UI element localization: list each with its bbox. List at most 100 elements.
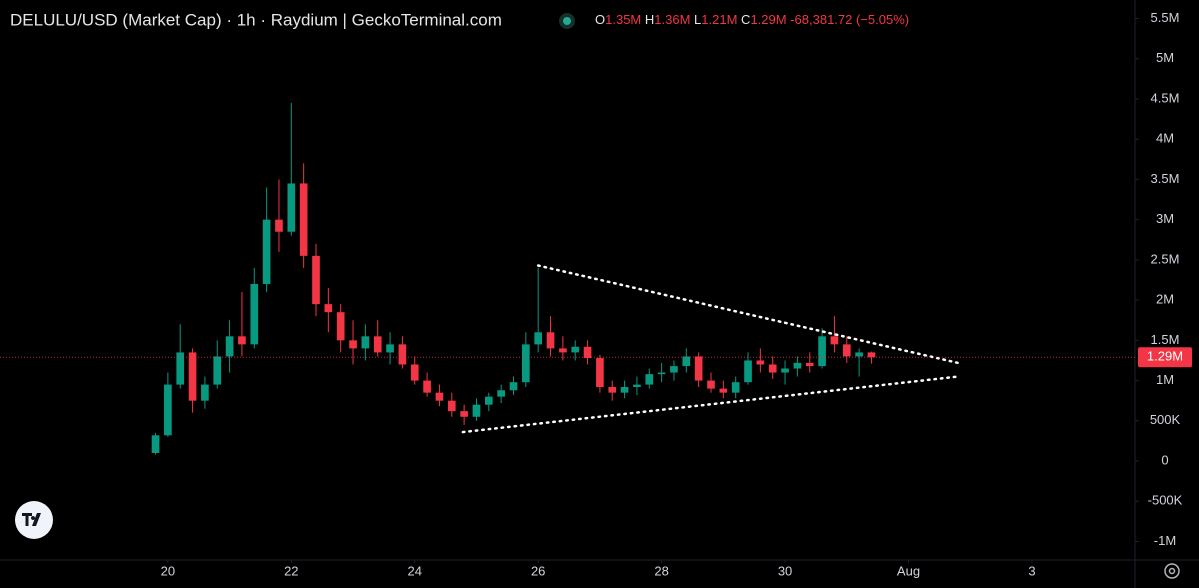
candle-body: [324, 304, 333, 313]
candle-body: [275, 219, 283, 232]
last-price-label: 1.29M: [1147, 349, 1183, 364]
y-tick-label: 5M: [1156, 50, 1174, 65]
y-tick-label: 2M: [1156, 292, 1174, 307]
x-tick-label: 22: [284, 563, 298, 578]
candle-body: [645, 374, 654, 385]
candle-body: [361, 336, 370, 349]
candle-body: [287, 183, 296, 232]
x-tick-label: 20: [161, 563, 175, 578]
x-tick-label: 24: [408, 563, 422, 578]
candle-body: [830, 336, 839, 345]
x-tick-label: Aug: [897, 563, 920, 578]
candle-body: [299, 183, 308, 256]
settings-button[interactable]: [1164, 563, 1180, 579]
y-tick-label: 0: [1161, 452, 1168, 467]
status-dot: [563, 17, 571, 25]
change: -68,381.72 (−5.05%): [790, 12, 909, 27]
y-tick-label: 4.5M: [1151, 90, 1180, 105]
candle-body: [608, 387, 617, 393]
candle-body: [633, 384, 641, 388]
candle-body: [731, 382, 740, 393]
candle-body: [250, 284, 259, 345]
legend-value: 1.36M: [654, 12, 690, 27]
candle-body: [818, 336, 826, 367]
candle-body: [781, 368, 789, 373]
candle-body: [435, 392, 444, 401]
candle-body: [151, 435, 160, 453]
candle-body: [805, 362, 814, 367]
y-tick-label: -500K: [1148, 493, 1183, 508]
candle-body: [497, 390, 505, 397]
candle-body: [534, 332, 543, 345]
last-price-tag: [1138, 347, 1192, 368]
candle-body: [373, 336, 382, 353]
logo-circle[interactable]: [15, 501, 53, 539]
logo-mark[interactable]: [22, 513, 41, 526]
plot-area: [151, 102, 960, 455]
candle-body: [423, 380, 431, 393]
candle-body: [213, 356, 222, 385]
x-tick-label: 26: [531, 563, 545, 578]
tv-logo[interactable]: [15, 501, 53, 539]
y-tick-label: 3.5M: [1151, 171, 1180, 186]
candle-body: [460, 411, 468, 417]
candle-body: [410, 364, 419, 381]
x-tick-label: 3: [1028, 563, 1035, 578]
candle-body: [559, 348, 567, 353]
candle-body: [768, 364, 777, 373]
y-tick-label: -1M: [1154, 533, 1176, 548]
candle-body: [386, 344, 394, 353]
trendline: [461, 375, 960, 434]
candle-body: [546, 332, 555, 349]
legend-value: 1.29M: [750, 12, 786, 27]
candle-body: [657, 372, 666, 375]
trendline: [536, 264, 960, 365]
legend-key: H: [645, 12, 654, 27]
x-tick-label: 30: [778, 563, 792, 578]
candle-body: [855, 352, 863, 357]
candle-body: [398, 344, 407, 365]
candle-body: [670, 366, 678, 373]
candle-body: [682, 356, 691, 367]
gear-center[interactable]: [1168, 567, 1176, 575]
candle-body: [571, 346, 580, 353]
candle-body: [336, 312, 345, 341]
candle-body: [312, 255, 320, 305]
candle-body: [201, 384, 209, 401]
candle-body: [472, 404, 481, 417]
candle-body: [349, 340, 357, 349]
candle-body: [756, 360, 765, 365]
candle-body: [596, 358, 604, 388]
candle-body: [522, 344, 530, 383]
candle-body: [225, 336, 234, 357]
chart-title: DELULU/USD (Market Cap) · 1h · Raydium |…: [10, 10, 502, 29]
legend-value: 1.35M: [605, 12, 641, 27]
y-tick-label: 4M: [1156, 131, 1174, 146]
candle-body: [447, 400, 456, 412]
legend-key: C: [741, 12, 750, 27]
y-tick-label: 1M: [1156, 372, 1174, 387]
y-tick-label: 500K: [1150, 412, 1181, 427]
candle-body: [262, 219, 271, 285]
candle-body: [744, 360, 752, 383]
legend-key: L: [694, 12, 701, 27]
y-tick-label: 3M: [1156, 211, 1174, 226]
y-tick-label: 2.5M: [1151, 251, 1180, 266]
candle-body: [188, 352, 197, 401]
candle-body: [176, 352, 185, 385]
candle-body: [793, 362, 802, 369]
gear[interactable]: [1164, 563, 1180, 579]
candle-body: [164, 384, 172, 436]
candle-body: [867, 352, 876, 358]
y-tick-label: 5.5M: [1151, 10, 1180, 25]
ohlc-legend: O1.35M H1.36M L1.21M C1.29M -68,381.72 (…: [595, 12, 909, 27]
y-tick-label: 1.5M: [1151, 332, 1180, 347]
candle-body: [719, 388, 728, 393]
candle-body: [707, 380, 715, 389]
candle-body: [238, 336, 246, 345]
candle-body: [694, 356, 703, 381]
legend-key: O: [595, 12, 605, 27]
